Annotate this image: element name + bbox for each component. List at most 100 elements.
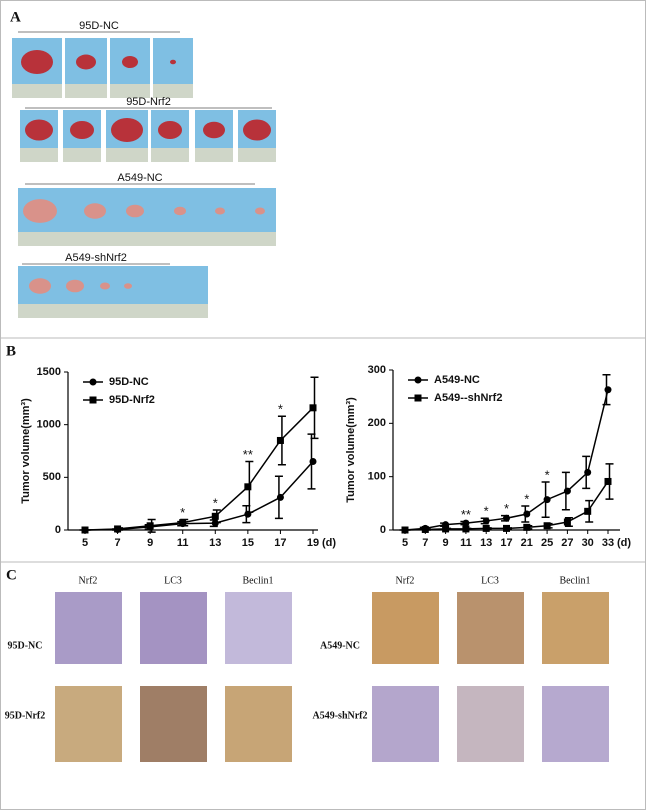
marker	[421, 525, 429, 533]
marker	[604, 477, 612, 485]
x-unit: (d)	[617, 537, 631, 549]
column-label: Beclin1	[242, 575, 273, 586]
ihc-image	[457, 592, 524, 664]
ihc-image	[457, 686, 524, 762]
tumor	[243, 119, 271, 141]
ruler	[12, 84, 62, 98]
row-label: A549-NC	[320, 640, 360, 651]
photo-group-label: 95D-NC	[79, 20, 119, 32]
row-label: 95D-NC	[8, 640, 43, 651]
marker	[114, 525, 122, 533]
ruler	[20, 148, 58, 162]
significance: *	[484, 504, 489, 519]
panel-label: B	[6, 343, 16, 359]
marker	[543, 496, 551, 504]
significance: **	[243, 447, 253, 462]
column-label: Beclin1	[559, 575, 590, 586]
x-tick-label: 33	[602, 537, 614, 549]
row-label: 95D-Nrf2	[5, 710, 46, 721]
tumor	[255, 207, 265, 215]
tumor	[23, 199, 57, 223]
tumor	[124, 283, 132, 289]
marker	[503, 514, 510, 522]
marker	[563, 518, 571, 526]
ruler	[65, 84, 107, 98]
marker	[462, 519, 470, 527]
x-tick-label: 5	[402, 537, 408, 549]
marker	[401, 526, 409, 534]
ruler	[110, 84, 150, 98]
x-tick-label: 11	[460, 537, 472, 549]
x-tick-label: 17	[274, 537, 286, 549]
column-label: Nrf2	[79, 575, 98, 586]
ihc-image	[140, 592, 207, 664]
x-tick-label: 19	[307, 537, 319, 549]
tumor	[215, 207, 225, 215]
legend-label: A549--shNrf2	[434, 392, 502, 404]
ruler	[151, 148, 189, 162]
tumor	[66, 279, 84, 293]
x-tick-label: 9	[443, 537, 449, 549]
x-tick-label: 17	[500, 537, 512, 549]
row-label: A549-shNrf2	[313, 710, 368, 721]
y-tick-label: 200	[368, 417, 386, 429]
column-label: LC3	[164, 575, 182, 586]
tumor	[84, 203, 106, 219]
significance: **	[461, 507, 471, 522]
x-tick-label: 7	[115, 537, 121, 549]
marker	[543, 522, 551, 530]
tumor	[70, 121, 94, 139]
ihc-image	[542, 592, 609, 664]
ihc-image	[140, 686, 207, 762]
marker	[584, 507, 592, 515]
ihc-image	[372, 592, 439, 664]
x-tick-label: 9	[147, 537, 153, 549]
legend-marker	[414, 394, 422, 402]
ihc-image	[542, 686, 609, 762]
y-axis-label: Tumor volume(mm³)	[345, 397, 357, 503]
photo-group-label: A549-shNrf2	[65, 252, 127, 264]
tumor	[21, 50, 53, 74]
significance: *	[504, 501, 509, 516]
legend-label: A549-NC	[434, 374, 480, 386]
x-tick-label: 5	[82, 537, 88, 549]
tumor	[158, 121, 182, 139]
y-tick-label: 1000	[37, 419, 61, 431]
photo-group-label: 95D-Nrf2	[126, 96, 171, 108]
tumor	[174, 206, 186, 216]
y-axis-label: Tumor volume(mm³)	[20, 398, 32, 504]
tumor	[76, 54, 96, 70]
x-tick-label: 30	[582, 537, 594, 549]
marker	[244, 483, 252, 491]
y-tick-label: 1500	[37, 366, 61, 378]
y-tick-label: 0	[380, 524, 386, 536]
tumor	[111, 118, 143, 142]
column-label: Nrf2	[396, 575, 415, 586]
x-tick-label: 15	[242, 537, 254, 549]
y-tick-label: 500	[43, 471, 61, 483]
ruler	[18, 232, 276, 246]
marker	[604, 386, 612, 394]
ruler	[63, 148, 101, 162]
x-tick-label: 11	[177, 537, 189, 549]
marker	[309, 458, 317, 466]
y-tick-label: 0	[55, 524, 61, 536]
marker	[482, 524, 490, 532]
x-tick-label: 7	[422, 537, 428, 549]
ihc-image	[225, 592, 292, 664]
significance: *	[213, 495, 218, 510]
tumor	[122, 56, 138, 68]
x-tick-label: 27	[561, 537, 573, 549]
ruler	[18, 304, 208, 318]
marker	[442, 525, 450, 533]
marker	[462, 525, 470, 533]
marker	[503, 524, 510, 532]
marker	[81, 526, 89, 534]
ihc-image	[225, 686, 292, 762]
marker	[211, 512, 219, 520]
tumor	[25, 119, 53, 141]
marker	[276, 493, 284, 501]
legend-marker	[89, 378, 97, 386]
